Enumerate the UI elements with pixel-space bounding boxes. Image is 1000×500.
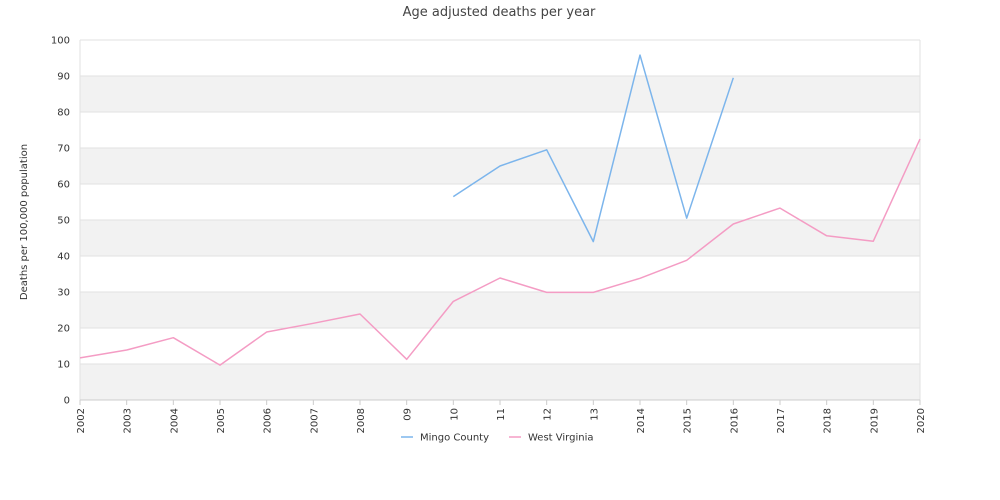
x-tick-label: 2005 <box>216 408 227 433</box>
x-tick-label: 2014 <box>636 408 647 433</box>
y-axis-ticks: 0 10 20 30 40 50 60 70 80 90 100 <box>51 36 70 407</box>
y-tick-label: 10 <box>57 360 70 371</box>
x-tick-label: 2008 <box>356 408 367 433</box>
grid-band <box>80 40 920 76</box>
y-tick-label: 80 <box>57 108 70 119</box>
y-tick-label: 60 <box>57 180 70 191</box>
x-tick-label: 11 <box>496 408 507 421</box>
x-tick-label: 2003 <box>123 408 134 433</box>
y-tick-label: 40 <box>57 252 70 263</box>
x-tick-label: 2020 <box>916 408 927 433</box>
y-tick-label: 50 <box>57 216 70 227</box>
x-tick-label: 09 <box>403 408 414 421</box>
x-tick-label: 2015 <box>683 408 694 433</box>
legend-label-west-virginia: West Virginia <box>528 433 593 444</box>
series-line-mingo-county <box>452 54 735 243</box>
x-tick-label: 2017 <box>776 408 787 433</box>
x-tick-label: 10 <box>449 408 460 421</box>
x-tick-label: 2006 <box>263 408 274 433</box>
chart-title: Age adjusted deaths per year <box>403 5 596 20</box>
x-tick-label: 12 <box>543 408 554 421</box>
grid-band <box>80 220 920 256</box>
x-tick-label: 2018 <box>823 408 834 433</box>
y-tick-label: 30 <box>57 288 70 299</box>
series-line-west-virginia <box>79 138 921 366</box>
legend-label-mingo-county: Mingo County <box>420 433 489 444</box>
x-tick-label: 2004 <box>169 408 180 433</box>
x-tick-label: 2002 <box>76 408 87 433</box>
series-lines <box>79 54 921 366</box>
y-tick-label: 0 <box>64 396 70 407</box>
legend: Mingo County West Virginia <box>401 433 593 444</box>
x-tick-label: 2019 <box>869 408 880 433</box>
grid-band <box>80 364 920 400</box>
grid-band <box>80 76 920 112</box>
y-tick-label: 20 <box>57 324 70 335</box>
grid-band <box>80 256 920 292</box>
x-tick-label: 2016 <box>729 408 740 433</box>
x-tick-label: 13 <box>589 408 600 421</box>
y-tick-label: 70 <box>57 144 70 155</box>
grid-band <box>80 292 920 328</box>
grid-band <box>80 184 920 220</box>
y-axis-label: Deaths per 100,000 population <box>19 144 30 300</box>
grid-band <box>80 112 920 148</box>
y-tick-label: 90 <box>57 72 70 83</box>
grid-band <box>80 328 920 364</box>
x-tick-label: 2007 <box>309 408 320 433</box>
x-axis-ticks: 2002 2003 2004 2005 2006 2007 2008 09 10 11 12 13 20… <box>76 400 927 433</box>
grid-bands <box>80 40 920 400</box>
y-tick-label: 100 <box>51 36 70 47</box>
